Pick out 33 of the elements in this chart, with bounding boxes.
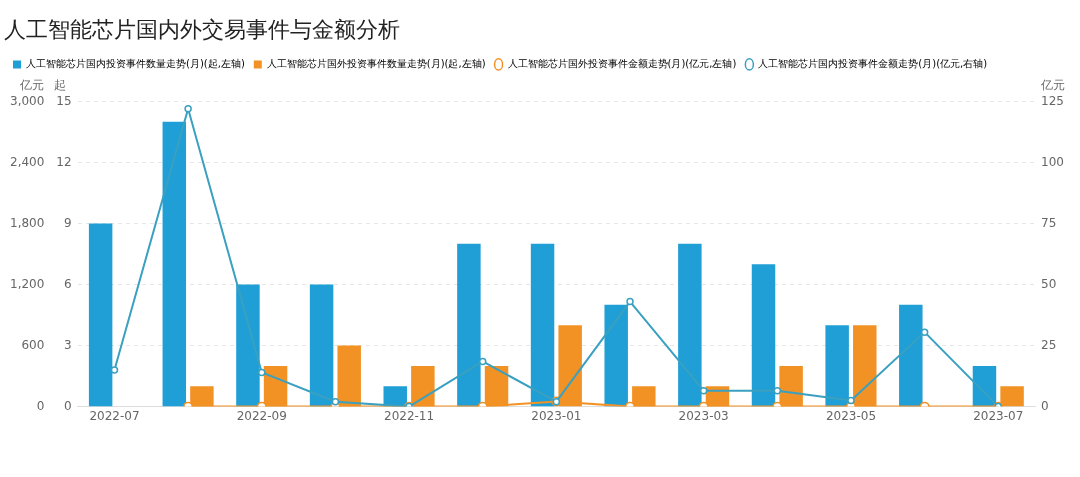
x-tick-label: 2022-07 — [89, 408, 140, 423]
legend-label: 人工智能芯片国外投资事件金额走势(月)(亿元,左轴) — [507, 57, 737, 69]
y2-tick-label: 0 — [1041, 398, 1049, 413]
y3-tick-label: 15 — [56, 93, 72, 108]
y3-axis-title: 起 — [53, 77, 66, 92]
legend-label: 人工智能芯片国内投资事件金额走势(月)(亿元,右轴) — [758, 57, 988, 69]
y2-tick-label: 100 — [1041, 154, 1064, 169]
legend-label: 人工智能芯片国外投资事件数量走势(月)(起,左轴) — [266, 57, 486, 69]
y-tick-label: 3,000 — [9, 93, 45, 108]
chart-title: 人工智能芯片国内外交易事件与金额分析 — [4, 16, 400, 42]
y2-tick-label: 25 — [1041, 337, 1057, 352]
y3-tick-label: 12 — [56, 154, 72, 169]
x-tick-label: 2022-11 — [383, 408, 435, 423]
y-tick-label: 0 — [36, 398, 45, 413]
y3-tick-label: 6 — [63, 276, 72, 291]
y3-tick-label: 3 — [63, 337, 72, 352]
x-tick-label: 2023-03 — [678, 408, 729, 423]
y2-axis-title: 亿元 — [1040, 77, 1066, 92]
y-tick-label: 1,800 — [9, 215, 45, 230]
x-tick-label: 2023-01 — [531, 408, 582, 423]
legend-label: 人工智能芯片国内投资事件数量走势(月)(起,左轴) — [26, 57, 245, 69]
x-tick-label: 2023-05 — [825, 408, 877, 423]
y2-tick-label: 75 — [1041, 215, 1057, 230]
y2-tick-label: 125 — [1041, 93, 1064, 108]
y3-tick-label: 0 — [63, 398, 72, 413]
y-axis-title: 亿元 — [19, 77, 45, 92]
y3-tick-label: 9 — [63, 215, 72, 230]
y-tick-label: 2,400 — [9, 154, 45, 169]
y-tick-label: 1,200 — [9, 276, 45, 291]
x-tick-label: 2022-09 — [236, 408, 287, 423]
x-tick-label: 2023-07 — [973, 408, 1024, 423]
y-tick-label: 600 — [21, 337, 45, 352]
y2-tick-label: 50 — [1041, 276, 1057, 291]
